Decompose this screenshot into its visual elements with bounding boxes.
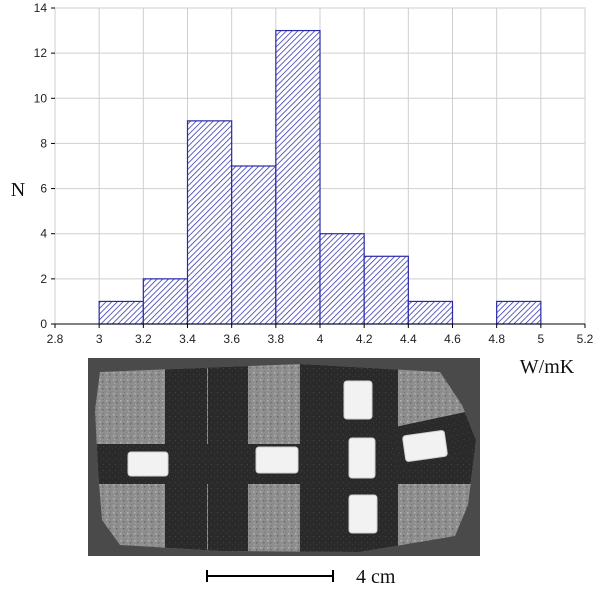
x-tick-label: 5.2 bbox=[577, 332, 594, 346]
y-tick-label: 8 bbox=[40, 136, 47, 150]
scale-bar: 4 cm bbox=[206, 566, 396, 588]
marker-bottom bbox=[348, 494, 378, 534]
x-tick-label: 3.4 bbox=[179, 332, 196, 346]
x-tick-label: 3 bbox=[96, 332, 103, 346]
histogram-bar bbox=[142, 278, 189, 325]
y-tick-label: 12 bbox=[34, 46, 48, 60]
histogram-bars bbox=[98, 29, 542, 325]
histogram-bar bbox=[407, 300, 454, 325]
y-tick-label: 14 bbox=[34, 1, 48, 15]
y-tick-label: 6 bbox=[40, 182, 47, 196]
x-tick-label: 5 bbox=[537, 332, 544, 346]
marker-right bbox=[402, 430, 448, 462]
histogram-bar bbox=[186, 120, 233, 325]
histogram-bar bbox=[319, 233, 365, 325]
y-tick-labels: 0 2 4 6 8 10 12 14 bbox=[34, 1, 55, 331]
histogram-bar bbox=[231, 165, 277, 325]
histogram-bar bbox=[496, 300, 542, 325]
marker-middle bbox=[255, 446, 299, 474]
x-axis-label: W/mK bbox=[520, 356, 575, 378]
x-tick-label: 3.2 bbox=[135, 332, 152, 346]
x-tick-label: 4.8 bbox=[488, 332, 505, 346]
x-tick-label: 3.6 bbox=[223, 332, 240, 346]
histogram: 2.8 3 3.2 3.4 3.6 3.8 4 4.2 4.4 4.6 4.8 5 5.2 0 2 4 6 8 1… bbox=[11, 1, 594, 378]
histogram-bar bbox=[275, 29, 321, 325]
x-tick-label: 4.6 bbox=[444, 332, 461, 346]
x-tick-labels: 2.8 3 3.2 3.4 3.6 3.8 4 4.2 4.4 4.6 4.8 5 5.2 bbox=[47, 324, 594, 346]
marker-top bbox=[343, 380, 373, 420]
y-axis-label: N bbox=[11, 179, 25, 201]
x-tick-label: 4.2 bbox=[356, 332, 373, 346]
sample-photo bbox=[88, 358, 480, 556]
y-tick-label: 10 bbox=[34, 91, 48, 105]
y-tick-label: 4 bbox=[40, 227, 47, 241]
x-tick-label: 4 bbox=[317, 332, 324, 346]
marker-center bbox=[348, 437, 376, 479]
x-tick-label: 4.4 bbox=[400, 332, 417, 346]
x-tick-label: 2.8 bbox=[47, 332, 64, 346]
sensor-markers bbox=[127, 380, 448, 534]
histogram-bar bbox=[98, 300, 144, 325]
x-tick-label: 3.8 bbox=[267, 332, 284, 346]
marker-left bbox=[127, 451, 169, 477]
y-tick-label: 0 bbox=[40, 317, 47, 331]
y-tick-label: 2 bbox=[40, 272, 47, 286]
histogram-bar bbox=[363, 255, 409, 325]
scale-bar-label: 4 cm bbox=[356, 566, 396, 588]
